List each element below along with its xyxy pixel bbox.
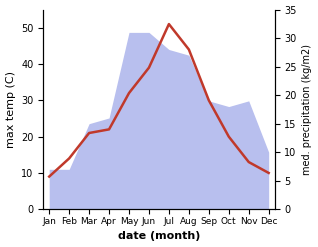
X-axis label: date (month): date (month)	[118, 231, 200, 242]
Y-axis label: max temp (C): max temp (C)	[5, 71, 16, 148]
Y-axis label: med. precipitation (kg/m2): med. precipitation (kg/m2)	[302, 44, 313, 175]
